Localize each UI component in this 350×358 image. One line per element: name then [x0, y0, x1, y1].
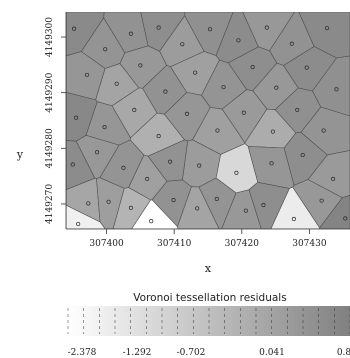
site-point — [195, 206, 200, 211]
legend: Voronoi tessellation residuals -2.378 -1.… — [68, 292, 350, 358]
y-axis-ticks: 4149270 4149280 4149290 4149300 — [45, 17, 66, 224]
site-point — [171, 198, 176, 203]
site-point — [74, 115, 79, 120]
site-point — [289, 41, 294, 46]
site-point — [76, 221, 81, 227]
site-point — [106, 199, 111, 204]
y-tick-label: 4149290 — [45, 72, 55, 112]
legend-title: Voronoi tessellation residuals — [133, 292, 286, 304]
site-point — [70, 162, 75, 167]
site-point — [103, 47, 108, 52]
legend-break-label: 0.8 — [337, 348, 350, 358]
y-tick-label: 4149280 — [45, 128, 55, 168]
site-point — [304, 65, 309, 70]
voronoi-cells — [66, 12, 350, 229]
x-tick-label: 307400 — [89, 239, 124, 249]
site-point — [145, 176, 150, 181]
site-point — [121, 165, 126, 170]
legend-break-label: 0.041 — [259, 348, 285, 358]
site-point — [132, 107, 137, 112]
site-point — [319, 198, 324, 203]
legend-break-label: -1.292 — [123, 348, 152, 358]
site-point — [270, 129, 275, 134]
voronoi-cell — [66, 204, 106, 229]
site-point — [180, 42, 185, 47]
site-point — [331, 176, 336, 181]
site-point — [250, 65, 255, 70]
legend-breaks: -2.378 -1.292 -0.702 0.041 0.8 — [68, 308, 350, 358]
site-points — [70, 25, 348, 227]
site-point — [295, 107, 300, 112]
site-point — [95, 150, 100, 155]
site-point — [214, 196, 219, 202]
site-point — [156, 134, 161, 139]
site-point — [324, 26, 330, 31]
site-point — [321, 128, 326, 133]
site-point — [128, 31, 133, 36]
site-point — [343, 216, 348, 221]
site-point — [241, 110, 246, 115]
site-point — [86, 201, 91, 206]
site-point — [236, 38, 241, 43]
site-point — [269, 161, 274, 166]
site-point — [274, 85, 279, 90]
site-point — [215, 128, 220, 133]
legend-break-label: -0.702 — [177, 348, 206, 358]
x-tick-label: 307430 — [292, 239, 327, 249]
x-axis: 307400 307410 307420 307430 x — [66, 228, 350, 275]
site-point — [300, 152, 305, 158]
site-point — [197, 163, 202, 168]
y-tick-label: 4149270 — [45, 184, 55, 224]
plot-panel — [66, 12, 350, 229]
site-point — [234, 170, 239, 175]
site-point — [128, 205, 133, 210]
site-point — [114, 81, 119, 86]
site-point — [221, 85, 226, 90]
x-tick-label: 307410 — [157, 239, 192, 249]
site-point — [184, 111, 190, 116]
site-point — [264, 25, 269, 30]
site-point — [207, 27, 213, 32]
site-point — [243, 208, 248, 213]
voronoi-cell — [319, 195, 350, 229]
site-point — [102, 125, 107, 130]
legend-break-label: -2.378 — [68, 348, 97, 358]
site-point — [138, 63, 143, 68]
y-tick-label: 4149300 — [45, 17, 55, 57]
x-axis-title: x — [205, 262, 212, 275]
site-point — [261, 203, 266, 208]
site-point — [163, 89, 168, 94]
site-point — [168, 159, 173, 164]
site-point — [193, 70, 198, 75]
site-point — [334, 87, 339, 92]
site-point — [72, 26, 77, 31]
x-tick-label: 307420 — [225, 239, 260, 249]
y-axis: 4149270 4149280 4149290 4149300 y — [16, 12, 67, 229]
y-axis-title: y — [16, 148, 24, 161]
site-point — [156, 25, 161, 30]
site-point — [84, 72, 90, 77]
site-point — [291, 216, 296, 222]
x-axis-ticks: 307400 307410 307420 307430 — [89, 229, 327, 249]
site-point — [149, 219, 154, 224]
